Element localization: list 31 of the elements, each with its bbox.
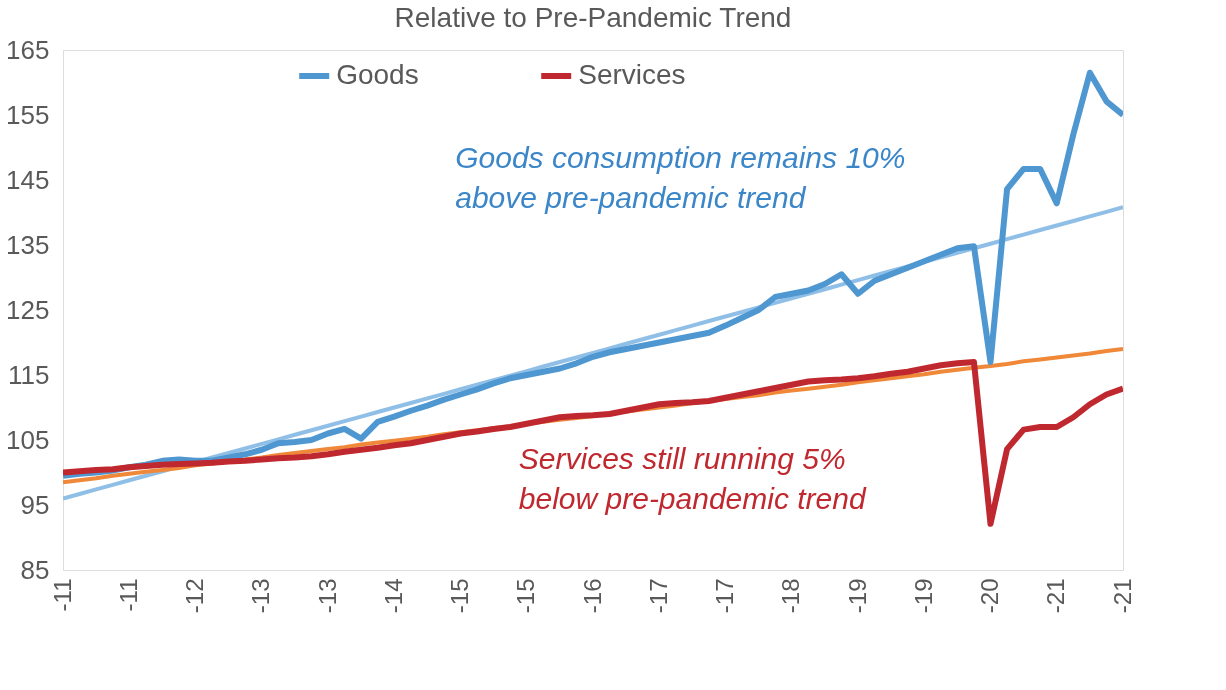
chart-title: Relative to Pre-Pandemic Trend bbox=[394, 2, 792, 33]
x-tick-label: -11 bbox=[48, 578, 76, 612]
x-tick-label: -18 bbox=[777, 578, 805, 614]
annotation: Goods consumption remains 10% above pre-pandemic trend bbox=[455, 140, 906, 214]
x-tick-label: -21 bbox=[1042, 578, 1070, 614]
x-tick-label: -13 bbox=[313, 578, 341, 614]
x-tick-label: -11 bbox=[114, 578, 142, 612]
x-tick-label: -16 bbox=[578, 578, 606, 614]
y-tick-label: 105 bbox=[6, 424, 50, 455]
x-tick-label: -20 bbox=[976, 578, 1003, 614]
y-tick-label: 145 bbox=[6, 164, 50, 195]
x-tick-label: -21 bbox=[1108, 578, 1136, 614]
x-tick-label: -19 bbox=[909, 578, 937, 614]
x-tick-label: -15 bbox=[446, 578, 473, 614]
x-tick-label: -17 bbox=[711, 578, 738, 614]
y-tick-label: 155 bbox=[6, 99, 50, 130]
x-tick-label: -19 bbox=[843, 578, 871, 614]
legend-label: Goods bbox=[336, 59, 419, 90]
y-tick-label: 165 bbox=[6, 34, 50, 65]
x-tick-label: -13 bbox=[247, 578, 275, 614]
y-tick-label: 115 bbox=[8, 359, 50, 390]
x-tick-label: -17 bbox=[644, 578, 672, 614]
y-tick-label: 95 bbox=[20, 489, 50, 520]
y-tick-label: 135 bbox=[6, 229, 50, 260]
x-tick-label: -15 bbox=[512, 578, 540, 614]
y-tick-label: 125 bbox=[6, 294, 50, 325]
legend-label: Services bbox=[578, 59, 686, 90]
annotation: Services still running 5% below pre-pandemic trend bbox=[518, 442, 867, 516]
x-tick-label: -12 bbox=[181, 578, 208, 614]
y-tick-label: 85 bbox=[20, 554, 50, 585]
x-tick-label: -14 bbox=[379, 578, 407, 614]
